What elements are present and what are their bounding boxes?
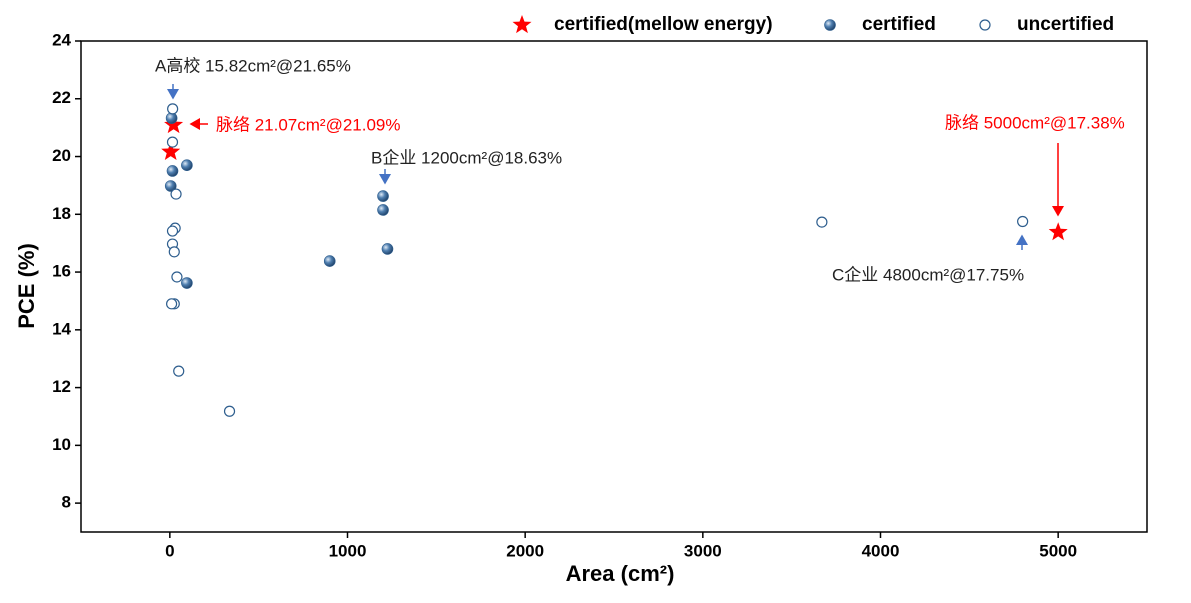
annotation: B企业 1200cm²@18.63% [371, 148, 562, 167]
x-tick-label: 5000 [1039, 541, 1077, 560]
x-tick-label: 1000 [329, 541, 367, 560]
ball-point [824, 19, 836, 31]
open-point [168, 246, 180, 258]
y-tick-label: 22 [52, 88, 71, 107]
legend-label: certified(mellow energy) [554, 14, 773, 35]
x-tick-label: 3000 [684, 541, 722, 560]
y-tick-label: 18 [52, 204, 71, 223]
ball-point [377, 190, 389, 202]
ball-point [181, 159, 193, 171]
y-tick-label: 24 [52, 30, 71, 49]
ball-point [381, 243, 394, 255]
y-tick-label: 14 [52, 319, 71, 338]
y-tick-label: 12 [52, 377, 71, 396]
open-point [166, 225, 179, 237]
y-tick-label: 8 [62, 493, 71, 512]
x-tick-label: 2000 [506, 541, 544, 560]
open-point [170, 188, 182, 200]
annotation: 脉络 21.07cm²@21.09% [216, 115, 401, 134]
y-tick-label: 20 [52, 146, 71, 165]
legend-label: certified [862, 14, 936, 35]
x-tick-label: 4000 [862, 541, 900, 560]
legend-label: uncertified [1017, 14, 1114, 35]
star-point [1048, 222, 1068, 241]
open-point [167, 103, 179, 115]
open-point [173, 365, 185, 377]
x-axis-title: Area (cm²) [566, 561, 675, 586]
ball-point [164, 180, 177, 192]
plot-frame [80, 40, 1148, 533]
ball-point [323, 255, 336, 267]
open-point [166, 298, 178, 310]
open-point [1017, 215, 1029, 228]
x-tick-label: 0 [165, 541, 174, 560]
open-point [171, 271, 183, 283]
star-point [512, 15, 532, 34]
open-point [979, 19, 991, 31]
open-point [166, 136, 179, 148]
ball-point [181, 277, 193, 289]
y-axis-title: PCE (%) [14, 243, 39, 329]
open-point [223, 405, 236, 417]
open-point [816, 216, 828, 228]
ball-point [377, 204, 389, 216]
annotation: 脉络 5000cm²@17.38% [945, 113, 1125, 132]
star-point [161, 141, 181, 160]
y-tick-label: 10 [52, 435, 71, 454]
ball-point [166, 165, 179, 177]
annotation: A高校 15.82cm²@21.65% [155, 56, 351, 75]
annotation: C企业 4800cm²@17.75% [832, 265, 1024, 284]
star-point [164, 115, 184, 134]
y-tick-label: 16 [52, 262, 71, 281]
